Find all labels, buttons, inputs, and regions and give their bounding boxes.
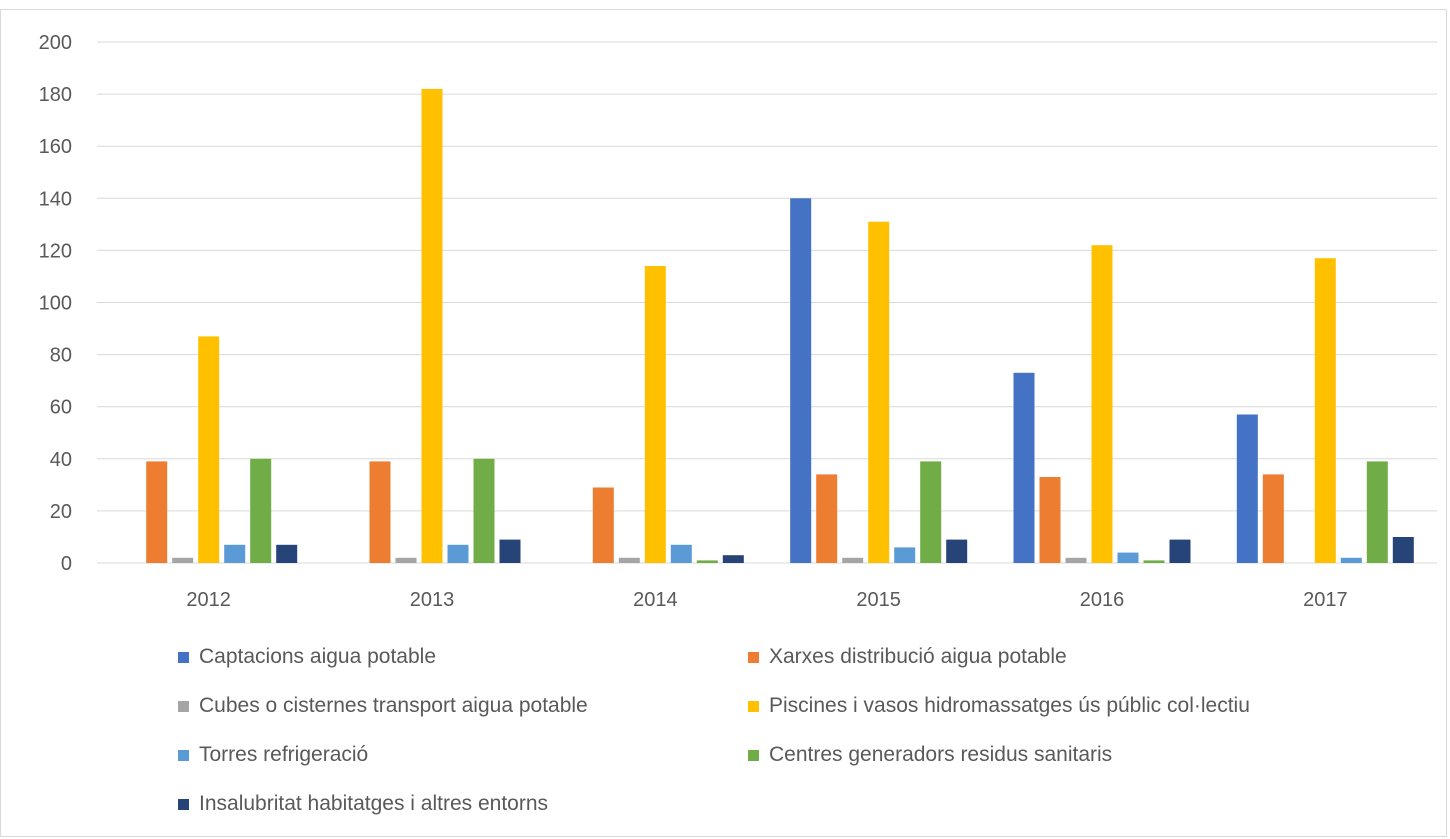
- bar: [1366, 461, 1388, 563]
- bar: [894, 547, 916, 563]
- y-tick-label: 20: [50, 501, 72, 523]
- gridlines: [97, 41, 1437, 564]
- bar: [1091, 245, 1113, 563]
- bar: [198, 336, 220, 563]
- bar: [1013, 372, 1035, 563]
- y-tick-label: 140: [39, 188, 72, 210]
- bar: [395, 557, 417, 563]
- x-tick-label: 2013: [410, 589, 455, 611]
- y-axis-ticks: 0 20 40 60 80 100 120 140 160 180 200: [39, 32, 72, 575]
- y-tick-label: 40: [50, 449, 72, 471]
- y-tick-label: 160: [39, 136, 72, 158]
- bar: [447, 544, 469, 563]
- bar: [618, 557, 640, 563]
- x-tick-label: 2012: [186, 589, 231, 611]
- bar: [644, 266, 666, 563]
- y-tick-label: 100: [39, 293, 72, 315]
- y-tick-label: 180: [39, 84, 72, 106]
- bar: [146, 461, 168, 563]
- y-tick-label: 0: [61, 553, 72, 575]
- bar: [1039, 477, 1061, 563]
- bar: [1169, 539, 1191, 563]
- bar: [1262, 474, 1284, 563]
- bar: [1065, 557, 1087, 563]
- bar: [1392, 537, 1414, 563]
- bar: [499, 539, 521, 563]
- bar: [1236, 414, 1258, 563]
- bar: [224, 544, 246, 563]
- bar: [842, 557, 864, 563]
- bar: [473, 458, 495, 563]
- x-axis-ticks: 2012 2013 2014 2015 2016 2017: [186, 589, 1347, 611]
- y-tick-label: 80: [50, 345, 72, 367]
- bar: [816, 474, 838, 563]
- x-tick-label: 2017: [1303, 589, 1348, 611]
- bar: [920, 461, 942, 563]
- bar: [1117, 552, 1139, 563]
- bar: [250, 458, 272, 563]
- bar: [868, 221, 890, 563]
- y-tick-label: 60: [50, 397, 72, 419]
- bar: [1143, 560, 1165, 563]
- x-tick-label: 2015: [856, 589, 901, 611]
- bar: [369, 461, 391, 563]
- bars: [146, 88, 1414, 564]
- bar: [276, 544, 298, 563]
- bar: [421, 88, 443, 564]
- y-tick-label: 120: [39, 240, 72, 262]
- bar: [790, 198, 812, 564]
- bar: [696, 560, 718, 563]
- bar: [1340, 557, 1362, 563]
- x-tick-label: 2014: [633, 589, 678, 611]
- y-tick-label: 200: [39, 32, 72, 54]
- chart-frame: [0, 9, 1447, 837]
- bar: [1314, 258, 1336, 563]
- bar: [592, 487, 614, 563]
- bar: [946, 539, 968, 563]
- bar: [670, 544, 692, 563]
- x-tick-label: 2016: [1080, 589, 1125, 611]
- bar: [172, 557, 194, 563]
- bar: [722, 555, 744, 563]
